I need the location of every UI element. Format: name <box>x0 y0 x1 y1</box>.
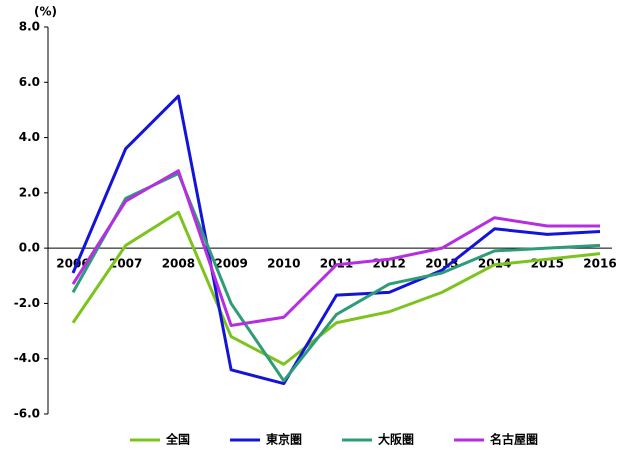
x-tick-label: 2009 <box>214 257 247 271</box>
y-tick-label: -2.0 <box>14 296 40 310</box>
y-tick-label: -4.0 <box>14 351 40 365</box>
x-tick-label: 2006 <box>56 257 89 271</box>
x-tick-label: 2013 <box>425 257 458 271</box>
x-tick-label: 2008 <box>162 257 195 271</box>
y-tick-label: 2.0 <box>19 185 40 199</box>
y-tick-label: 8.0 <box>19 20 40 34</box>
y-tick-label: 4.0 <box>19 130 40 144</box>
legend-label: 大阪圏 <box>378 432 414 447</box>
legend-label: 全国 <box>165 432 190 447</box>
line-series <box>71 210 601 366</box>
y-tick-label: 6.0 <box>19 75 40 89</box>
y-tick-label: -6.0 <box>14 407 40 421</box>
y-unit: (%) <box>34 5 57 19</box>
legend-label: 東京圏 <box>266 432 302 447</box>
x-tick-label: 2016 <box>583 257 616 271</box>
line-series <box>71 169 600 328</box>
legend-label: 名古屋圏 <box>490 432 538 447</box>
line-series <box>71 172 601 383</box>
line-series <box>71 94 601 386</box>
x-tick-label: 2010 <box>267 257 300 271</box>
y-tick-label: 0.0 <box>19 241 40 255</box>
